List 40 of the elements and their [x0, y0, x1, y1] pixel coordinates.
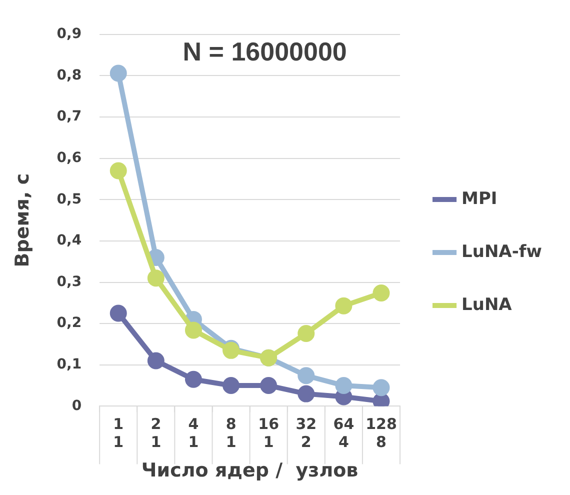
x-tick-label: 128 8 — [366, 415, 397, 452]
y-tick-label: 0,4 — [56, 232, 82, 249]
point — [298, 324, 315, 342]
x-tick-label: 8 1 — [226, 415, 236, 452]
point — [335, 297, 352, 314]
point — [110, 162, 127, 180]
point — [110, 304, 127, 322]
x-tick-label: 64 4 — [333, 415, 354, 452]
legend-label: LuNA — [462, 294, 513, 315]
point — [222, 377, 240, 394]
y-tick-label: 0,9 — [56, 26, 82, 42]
y-tick-label: 0,6 — [56, 150, 82, 166]
point — [147, 352, 164, 370]
point — [110, 64, 127, 82]
chart-title: N = 16000000 — [182, 36, 347, 67]
legend-label: MPI — [462, 188, 498, 209]
y-tick-label: 0,8 — [56, 67, 82, 84]
y-tick-label: 0,5 — [56, 191, 82, 208]
x-tick-label: 4 1 — [188, 415, 199, 452]
point — [372, 379, 390, 396]
x-axis-title: Число ядер / узлов — [141, 460, 358, 482]
y-tick-label: 0,1 — [56, 356, 82, 373]
y-tick-label: 0,7 — [56, 108, 82, 125]
point — [372, 284, 390, 302]
x-tick-label: 2 1 — [150, 415, 162, 452]
point — [184, 322, 202, 339]
x-tick-label: 32 2 — [296, 415, 317, 452]
y-tick-label: 0,2 — [56, 315, 82, 332]
point — [335, 377, 352, 394]
point — [147, 270, 164, 287]
legend-label: LuNA-fw — [462, 242, 542, 262]
y-axis-title: Время, с — [11, 173, 34, 268]
point — [298, 385, 315, 402]
x-tick-label: 1 1 — [113, 415, 124, 452]
point — [184, 370, 202, 388]
y-tick-label: 0 — [72, 398, 82, 414]
y-tick-label: 0,3 — [56, 274, 82, 290]
point — [298, 367, 315, 384]
x-tick-label: 16 1 — [258, 415, 280, 452]
point — [260, 377, 278, 394]
